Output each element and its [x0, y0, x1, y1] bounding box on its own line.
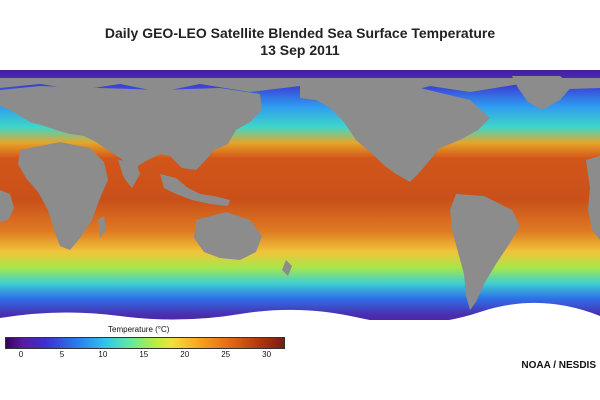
india — [118, 160, 140, 188]
colorbar-tick: 0 — [18, 350, 24, 359]
greenland — [512, 76, 572, 110]
madagascar — [98, 216, 106, 238]
legend-title: Temperature (°C) — [108, 325, 170, 334]
colorbar-tick: 15 — [139, 350, 149, 359]
arctic-land — [0, 78, 600, 96]
south-america — [450, 194, 520, 310]
east-edge-land — [586, 156, 600, 240]
title-line-2: 13 Sep 2011 — [260, 42, 340, 58]
eurasia — [0, 86, 262, 170]
australia — [194, 212, 262, 260]
colorbar-tick: 10 — [98, 350, 108, 359]
sst-map-canvas — [0, 70, 600, 360]
colorbar-tick: 30 — [262, 350, 272, 359]
indonesia — [160, 174, 230, 206]
title-line-1: Daily GEO-LEO Satellite Blended Sea Surf… — [104, 25, 496, 41]
temperature-colorbar — [5, 337, 285, 349]
credit-label: NOAA / NESDIS — [521, 360, 596, 371]
colorbar-tick: 20 — [180, 350, 190, 359]
west-edge-land — [0, 190, 14, 222]
africa — [18, 142, 108, 250]
map-title: Daily GEO-LEO Satellite Blended Sea Surf… — [0, 25, 600, 59]
colorbar-tick: 5 — [59, 350, 65, 359]
colorbar-tick: 25 — [221, 350, 231, 359]
antarctic-coast — [0, 302, 600, 330]
new-zealand — [282, 260, 292, 276]
sst-map — [0, 70, 600, 360]
north-america — [300, 80, 490, 182]
